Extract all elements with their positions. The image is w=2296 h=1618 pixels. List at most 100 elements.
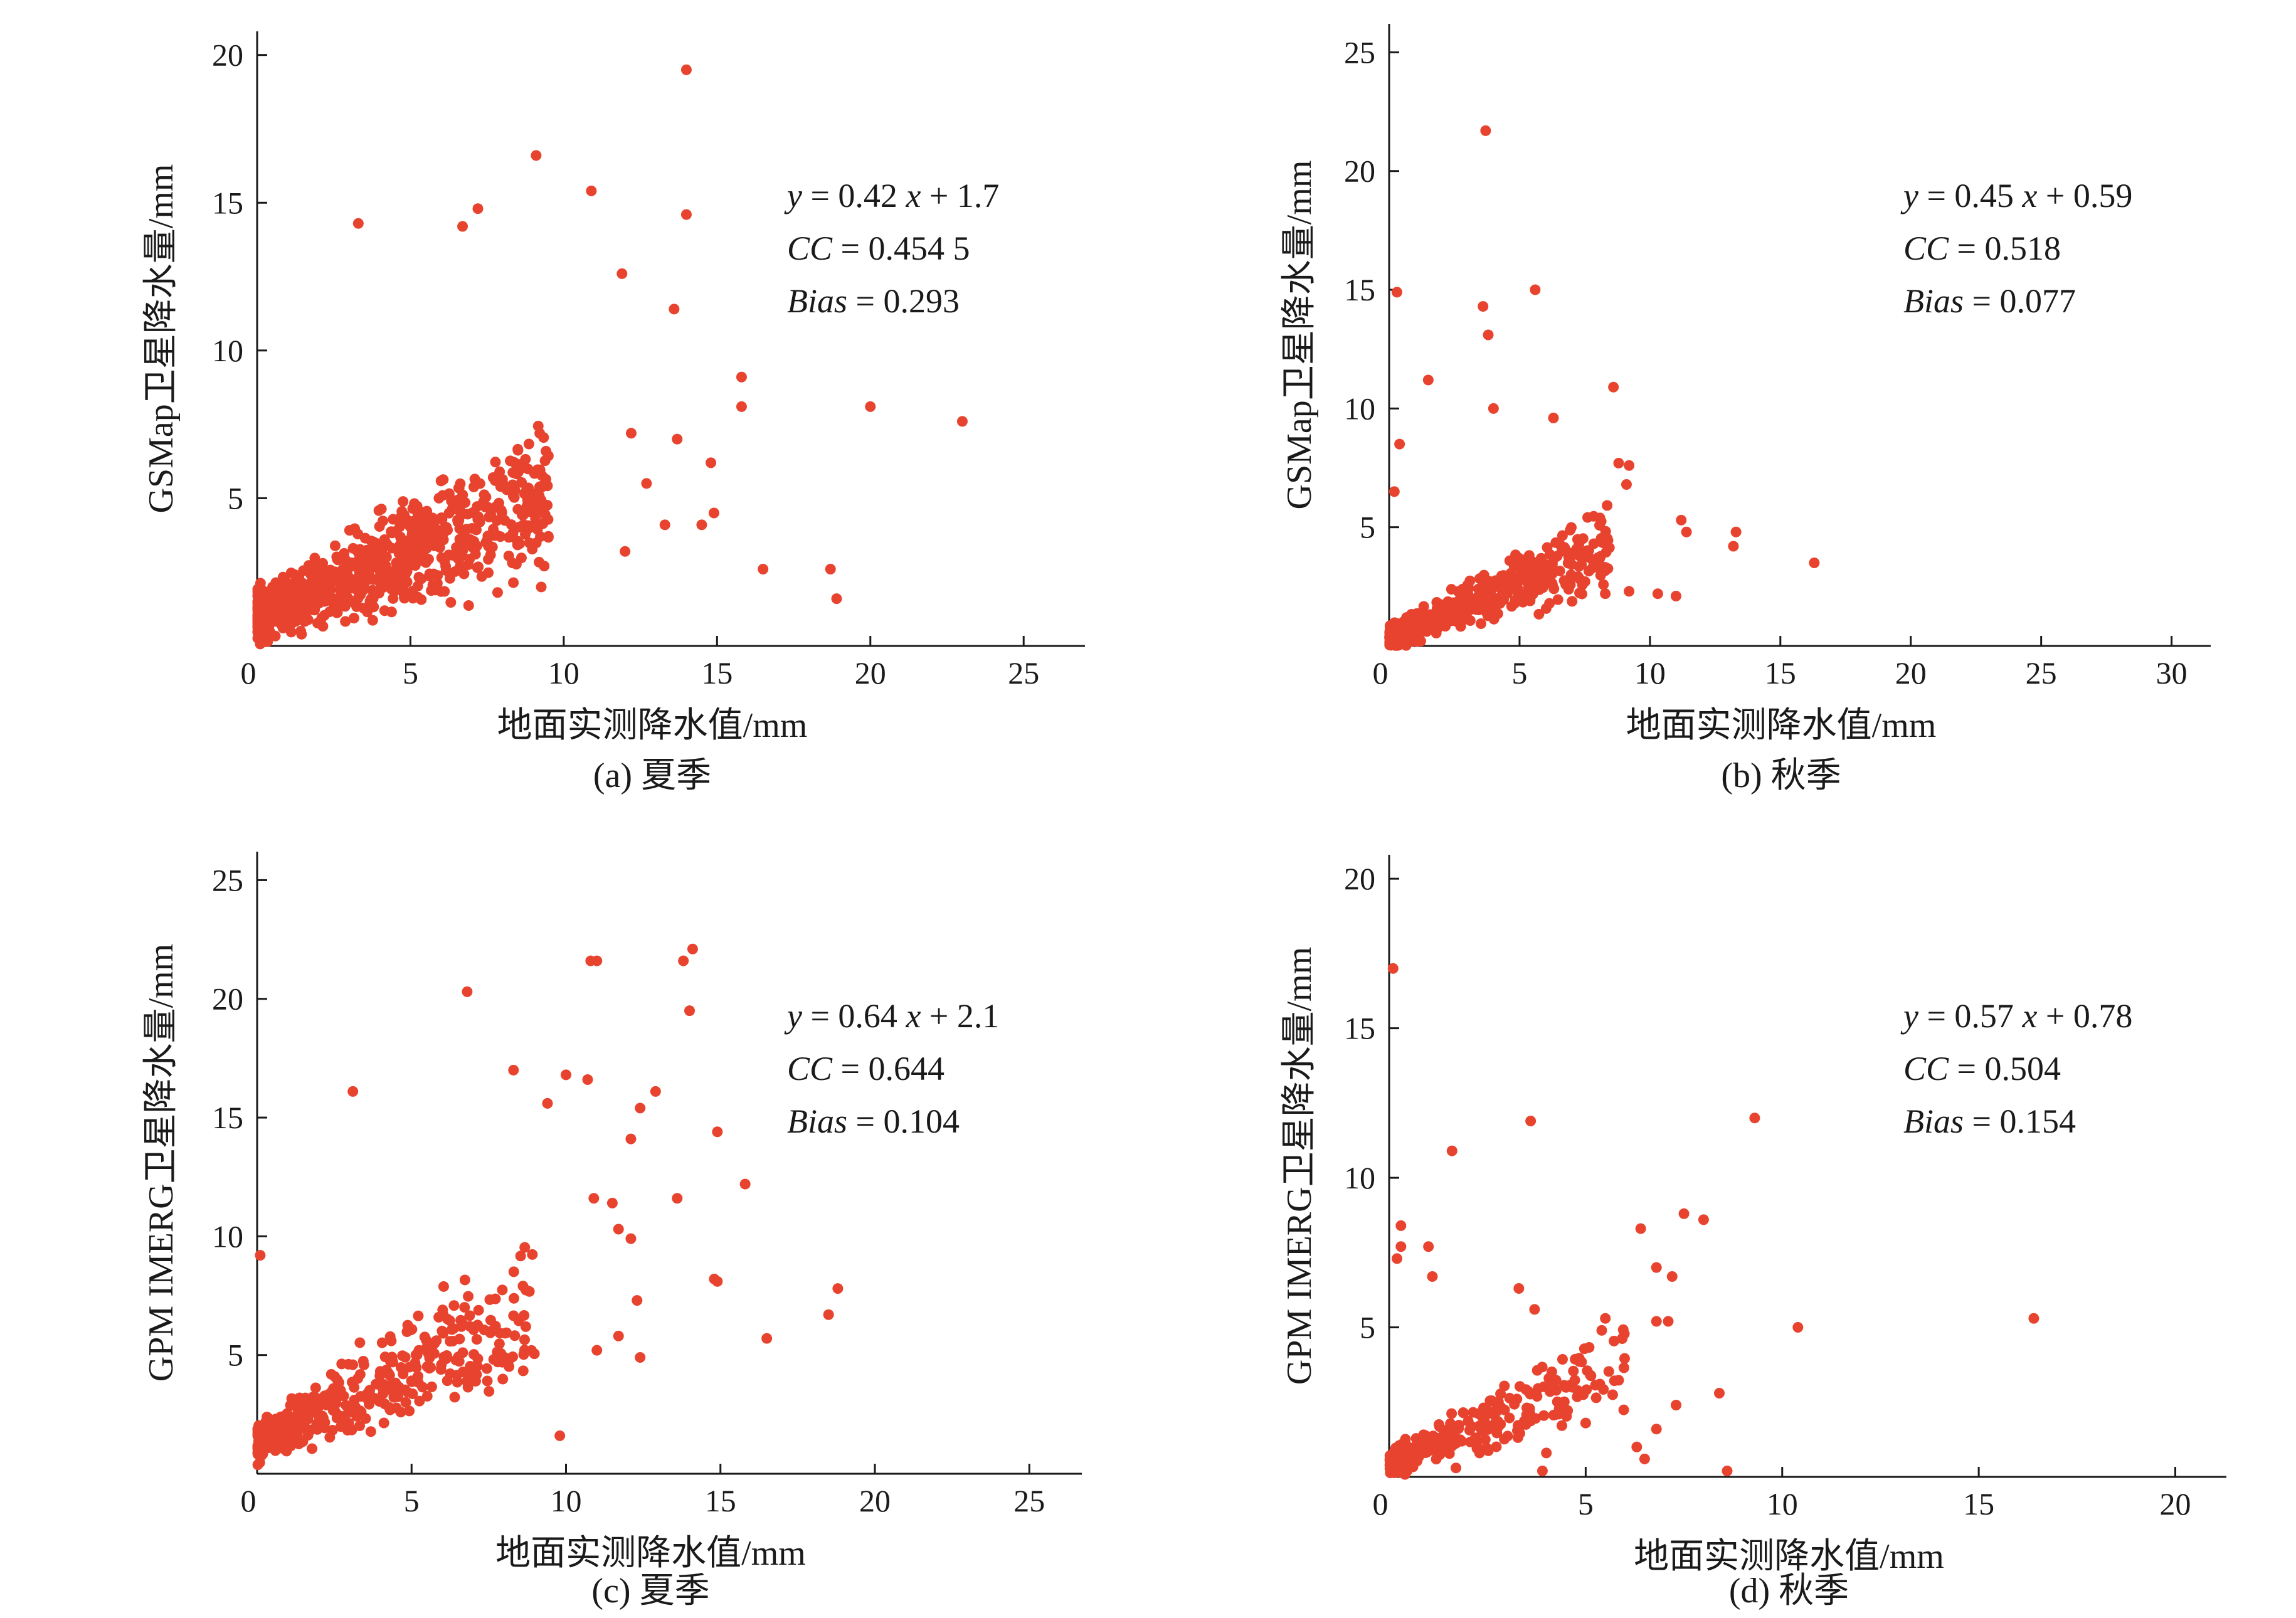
data-point bbox=[1552, 1396, 1563, 1407]
data-point bbox=[1455, 621, 1466, 632]
data-point bbox=[309, 605, 320, 616]
data-point bbox=[470, 524, 482, 536]
data-point bbox=[1561, 1410, 1572, 1422]
y-axis-title: GSMap卫星降水量/mm bbox=[142, 164, 181, 514]
data-point bbox=[417, 1382, 428, 1393]
data-point bbox=[346, 1377, 357, 1388]
data-point bbox=[293, 603, 304, 615]
data-point bbox=[1603, 1366, 1614, 1377]
data-point bbox=[398, 496, 409, 507]
data-point bbox=[831, 593, 842, 605]
data-point bbox=[354, 570, 365, 581]
data-point bbox=[352, 218, 364, 229]
data-point bbox=[825, 564, 836, 574]
x-tick-label: 20 bbox=[859, 1483, 891, 1518]
x-tick-label: 0 bbox=[1373, 1486, 1389, 1521]
x-tick-label: 15 bbox=[701, 655, 733, 690]
data-point bbox=[542, 500, 553, 511]
data-point bbox=[398, 587, 410, 598]
data-point bbox=[635, 1102, 646, 1114]
data-point bbox=[396, 513, 408, 524]
data-point bbox=[1473, 1408, 1484, 1419]
data-point bbox=[1579, 576, 1590, 587]
data-point bbox=[1395, 1220, 1407, 1231]
data-point bbox=[438, 1281, 449, 1292]
y-tick-label: 10 bbox=[1344, 391, 1375, 426]
data-point bbox=[445, 1336, 456, 1347]
data-point bbox=[431, 578, 443, 589]
data-point bbox=[277, 571, 288, 583]
data-point bbox=[457, 1367, 468, 1378]
data-point bbox=[1547, 1380, 1558, 1392]
data-point bbox=[1391, 287, 1402, 298]
data-point bbox=[473, 1304, 484, 1316]
data-point bbox=[1621, 479, 1632, 490]
data-point bbox=[1512, 1432, 1523, 1443]
data-point bbox=[1609, 1335, 1620, 1346]
data-point bbox=[426, 537, 438, 549]
data-point bbox=[329, 1371, 341, 1382]
data-point bbox=[418, 529, 430, 540]
data-point bbox=[483, 567, 494, 578]
data-point bbox=[341, 570, 352, 581]
y-tick-label: 25 bbox=[1344, 34, 1375, 70]
data-point bbox=[1478, 301, 1489, 312]
data-point bbox=[509, 484, 521, 495]
data-point bbox=[262, 590, 273, 601]
data-point bbox=[1489, 610, 1501, 621]
data-point bbox=[288, 569, 300, 580]
data-point bbox=[443, 488, 455, 499]
data-point bbox=[288, 1413, 299, 1424]
data-point bbox=[426, 518, 438, 529]
data-point bbox=[1437, 619, 1448, 630]
data-point bbox=[388, 1381, 399, 1392]
data-point bbox=[357, 1355, 369, 1367]
data-point bbox=[482, 1375, 493, 1387]
data-point bbox=[457, 545, 468, 556]
data-point bbox=[1552, 594, 1563, 605]
data-point bbox=[454, 534, 465, 545]
data-point bbox=[272, 1424, 283, 1436]
data-point bbox=[534, 464, 546, 475]
data-point bbox=[1475, 618, 1486, 630]
data-point bbox=[347, 1086, 359, 1097]
data-point bbox=[635, 1351, 646, 1363]
data-point bbox=[606, 1197, 618, 1208]
data-point bbox=[1520, 1419, 1532, 1430]
data-point bbox=[1529, 1304, 1540, 1315]
data-point bbox=[421, 1390, 433, 1402]
data-point bbox=[460, 497, 471, 508]
data-point bbox=[319, 596, 331, 607]
data-point bbox=[1480, 125, 1491, 136]
data-point bbox=[437, 527, 448, 539]
data-point bbox=[1398, 616, 1409, 627]
data-point bbox=[516, 477, 527, 488]
data-point bbox=[1613, 457, 1624, 468]
x-tick-label: 0 bbox=[1373, 655, 1389, 690]
data-point bbox=[270, 577, 282, 588]
y-tick-label: 15 bbox=[1344, 1011, 1375, 1046]
data-point bbox=[413, 571, 425, 583]
x-tick-label: 5 bbox=[1511, 655, 1527, 690]
data-point bbox=[490, 457, 501, 468]
data-point bbox=[1663, 1316, 1674, 1327]
data-point bbox=[423, 1348, 434, 1359]
data-point bbox=[1676, 514, 1687, 526]
regression-equation: y = 0.57 x + 0.78 bbox=[1900, 997, 2132, 1035]
data-point bbox=[365, 557, 376, 568]
data-point bbox=[292, 1402, 303, 1414]
data-point bbox=[365, 1426, 376, 1437]
data-point bbox=[541, 445, 552, 457]
data-point bbox=[325, 564, 336, 576]
data-point bbox=[696, 519, 707, 531]
data-point bbox=[641, 478, 652, 489]
x-tick-label: 10 bbox=[1767, 1486, 1798, 1521]
data-point bbox=[1581, 1384, 1592, 1395]
data-point bbox=[1619, 1328, 1630, 1340]
data-point bbox=[1576, 1356, 1587, 1368]
data-point bbox=[1565, 579, 1576, 590]
data-point bbox=[1670, 590, 1681, 601]
data-point bbox=[536, 480, 547, 492]
data-point bbox=[1538, 1410, 1550, 1421]
data-point bbox=[393, 1391, 404, 1402]
